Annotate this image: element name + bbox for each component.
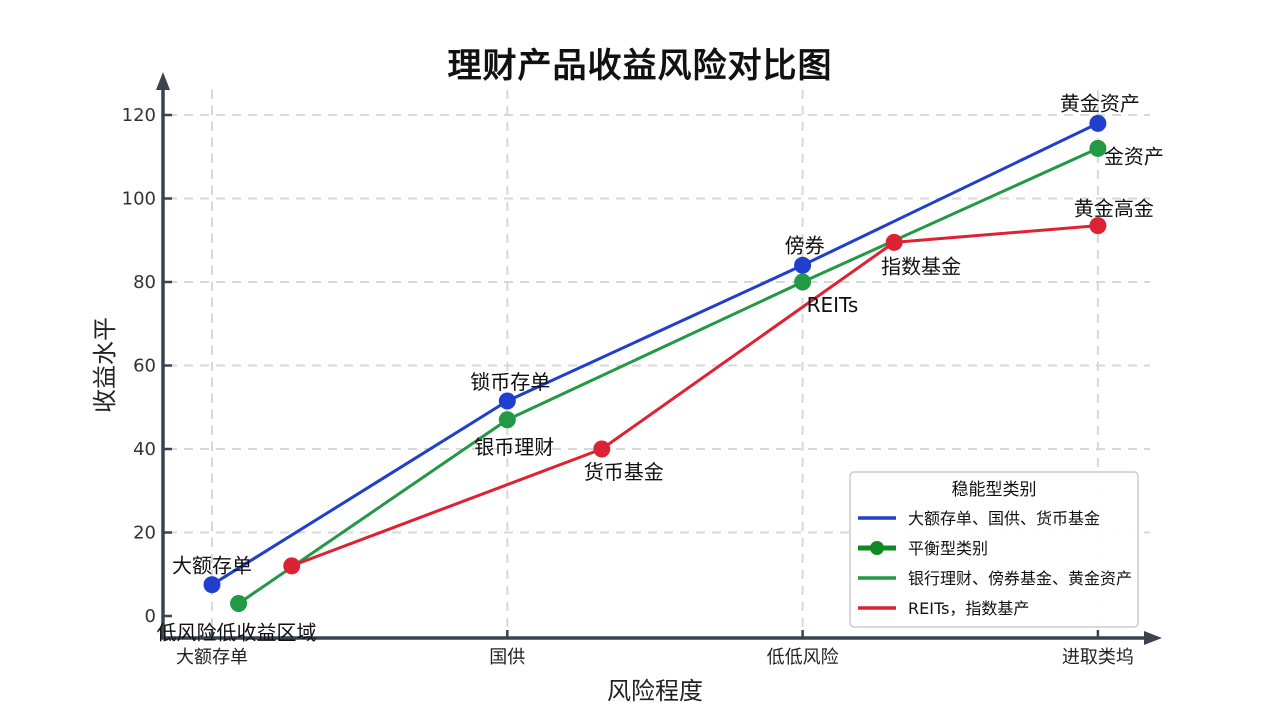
x-axis-title: 风险程度	[607, 677, 703, 705]
data-point-label: 黄金高金	[1074, 197, 1154, 221]
y-tick-label: 40	[133, 439, 156, 460]
y-tick-label: 0	[145, 606, 156, 627]
data-point-marker	[498, 411, 516, 429]
legend-marker-icon	[870, 541, 884, 555]
legend-box	[849, 471, 1139, 628]
data-point-label: 傍券	[785, 233, 825, 257]
series-line	[211, 121, 1099, 586]
data-point-marker	[230, 594, 248, 612]
data-point-marker	[498, 392, 516, 410]
data-point-marker	[1089, 139, 1107, 157]
data-point-marker	[1089, 114, 1107, 132]
x-axis-arrow-icon	[1144, 631, 1162, 645]
data-point-label: 指数基金	[881, 254, 961, 278]
data-point-label: 锁币存单	[470, 370, 550, 394]
x-tick-label: 国供	[489, 647, 525, 668]
legend-entry-label: 银行理财、傍券基金、黄金资产	[908, 569, 1132, 588]
data-point-marker	[794, 273, 812, 291]
data-point-marker	[593, 440, 611, 458]
data-point-marker	[794, 256, 812, 274]
y-tick-label: 80	[133, 272, 156, 293]
y-axis-arrow-icon	[156, 72, 170, 90]
y-tick-label: 120	[122, 105, 156, 126]
x-tick-label: 低低风险	[767, 647, 839, 668]
legend-entry-label: 平衡型类别	[908, 539, 988, 558]
y-axis-title: 收益水平	[91, 317, 119, 413]
series-line	[237, 147, 1099, 605]
legend-title: 稳能型类别	[952, 480, 1037, 500]
series-layer	[203, 114, 1107, 612]
series-line	[291, 224, 1099, 568]
data-point-label: 黄金资产	[1060, 91, 1140, 115]
y-tick-label: 60	[133, 356, 156, 377]
y-tick-label: 100	[122, 189, 156, 210]
legend-entry-label: 大额存单、国供、货币基金	[908, 509, 1100, 528]
data-point-label: 金资产	[1104, 144, 1164, 168]
x-tick-label: 大额存单	[176, 647, 248, 668]
data-point-marker	[203, 576, 221, 594]
data-point-marker	[1089, 217, 1107, 235]
x-tick-label: 进取类坞	[1062, 647, 1134, 668]
data-point-label: REITs	[807, 293, 859, 317]
legend-entry-label: REITs，指数基产	[908, 599, 1029, 618]
chart-title: 理财产品收益风险对比图	[447, 46, 833, 86]
data-point-marker	[283, 557, 301, 575]
data-point-label: 大额存单	[172, 554, 252, 578]
data-point-label: 低风险低收益区域	[157, 620, 317, 644]
data-point-label: 货币基金	[584, 460, 664, 484]
y-tick-label: 20	[133, 523, 156, 544]
data-point-marker	[885, 233, 903, 251]
data-point-label: 银币理财	[474, 435, 554, 459]
